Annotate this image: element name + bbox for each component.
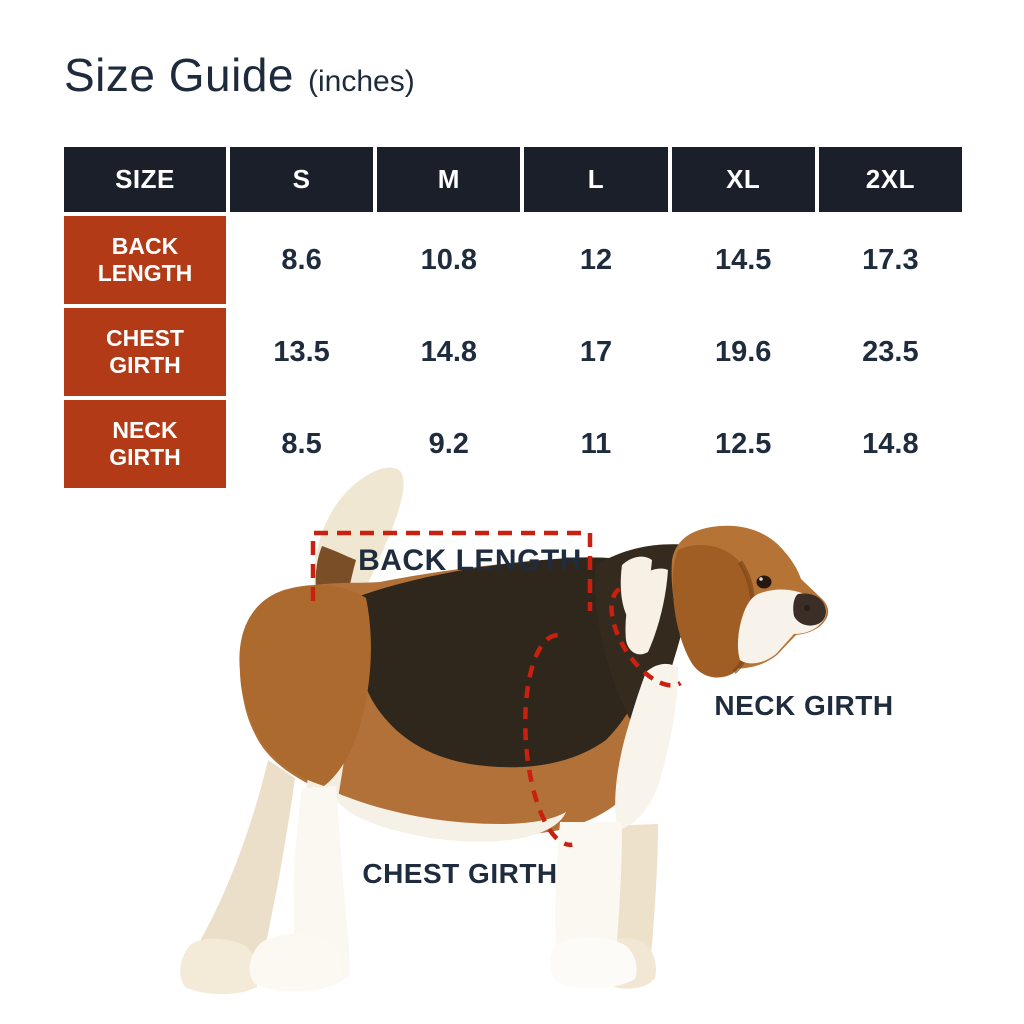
size-chart-table: SIZE S M L XL 2XL BACK LENGTH 8.6 10.8 1… [64, 147, 962, 488]
chest-girth-s: 13.5 [230, 308, 374, 396]
measurement-dashes [310, 530, 682, 848]
neck-girth-l: 11 [524, 400, 668, 488]
page-title: Size Guide (inches) [64, 48, 415, 102]
back-length-label: BACK LENGTH [358, 544, 582, 577]
neck-girth-s: 8.5 [230, 400, 374, 488]
neck-girth-xl: 12.5 [671, 400, 815, 488]
back-length-m: 10.8 [377, 216, 521, 304]
row-label-neck-girth: NECK GIRTH [64, 400, 226, 488]
back-length-l: 12 [524, 216, 668, 304]
chest-girth-l: 17 [524, 308, 668, 396]
neck-girth-2xl: 14.8 [818, 400, 962, 488]
page-title-text: Size Guide [64, 49, 295, 101]
chest-girth-xl: 19.6 [671, 308, 815, 396]
back-length-s: 8.6 [230, 216, 374, 304]
chest-girth-m: 14.8 [377, 308, 521, 396]
column-header-s: S [230, 147, 374, 212]
neck-girth-label: NECK GIRTH [714, 690, 894, 721]
page-title-unit: (inches) [308, 65, 415, 98]
column-header-l: L [524, 147, 668, 212]
chest-girth-2xl: 23.5 [818, 308, 962, 396]
column-header-2xl: 2XL [818, 147, 962, 212]
column-header-xl: XL [671, 147, 815, 212]
back-length-xl: 14.5 [671, 216, 815, 304]
row-label-chest-girth: CHEST GIRTH [64, 308, 226, 396]
column-header-m: M [377, 147, 521, 212]
column-header-size: SIZE [64, 147, 226, 212]
chest-girth-measure-ellipse [523, 633, 573, 848]
back-length-2xl: 17.3 [818, 216, 962, 304]
row-label-back-length: BACK LENGTH [64, 216, 226, 304]
chest-girth-label: CHEST GIRTH [362, 858, 558, 889]
neck-girth-measure-ellipse [609, 587, 682, 688]
neck-girth-m: 9.2 [377, 400, 521, 488]
